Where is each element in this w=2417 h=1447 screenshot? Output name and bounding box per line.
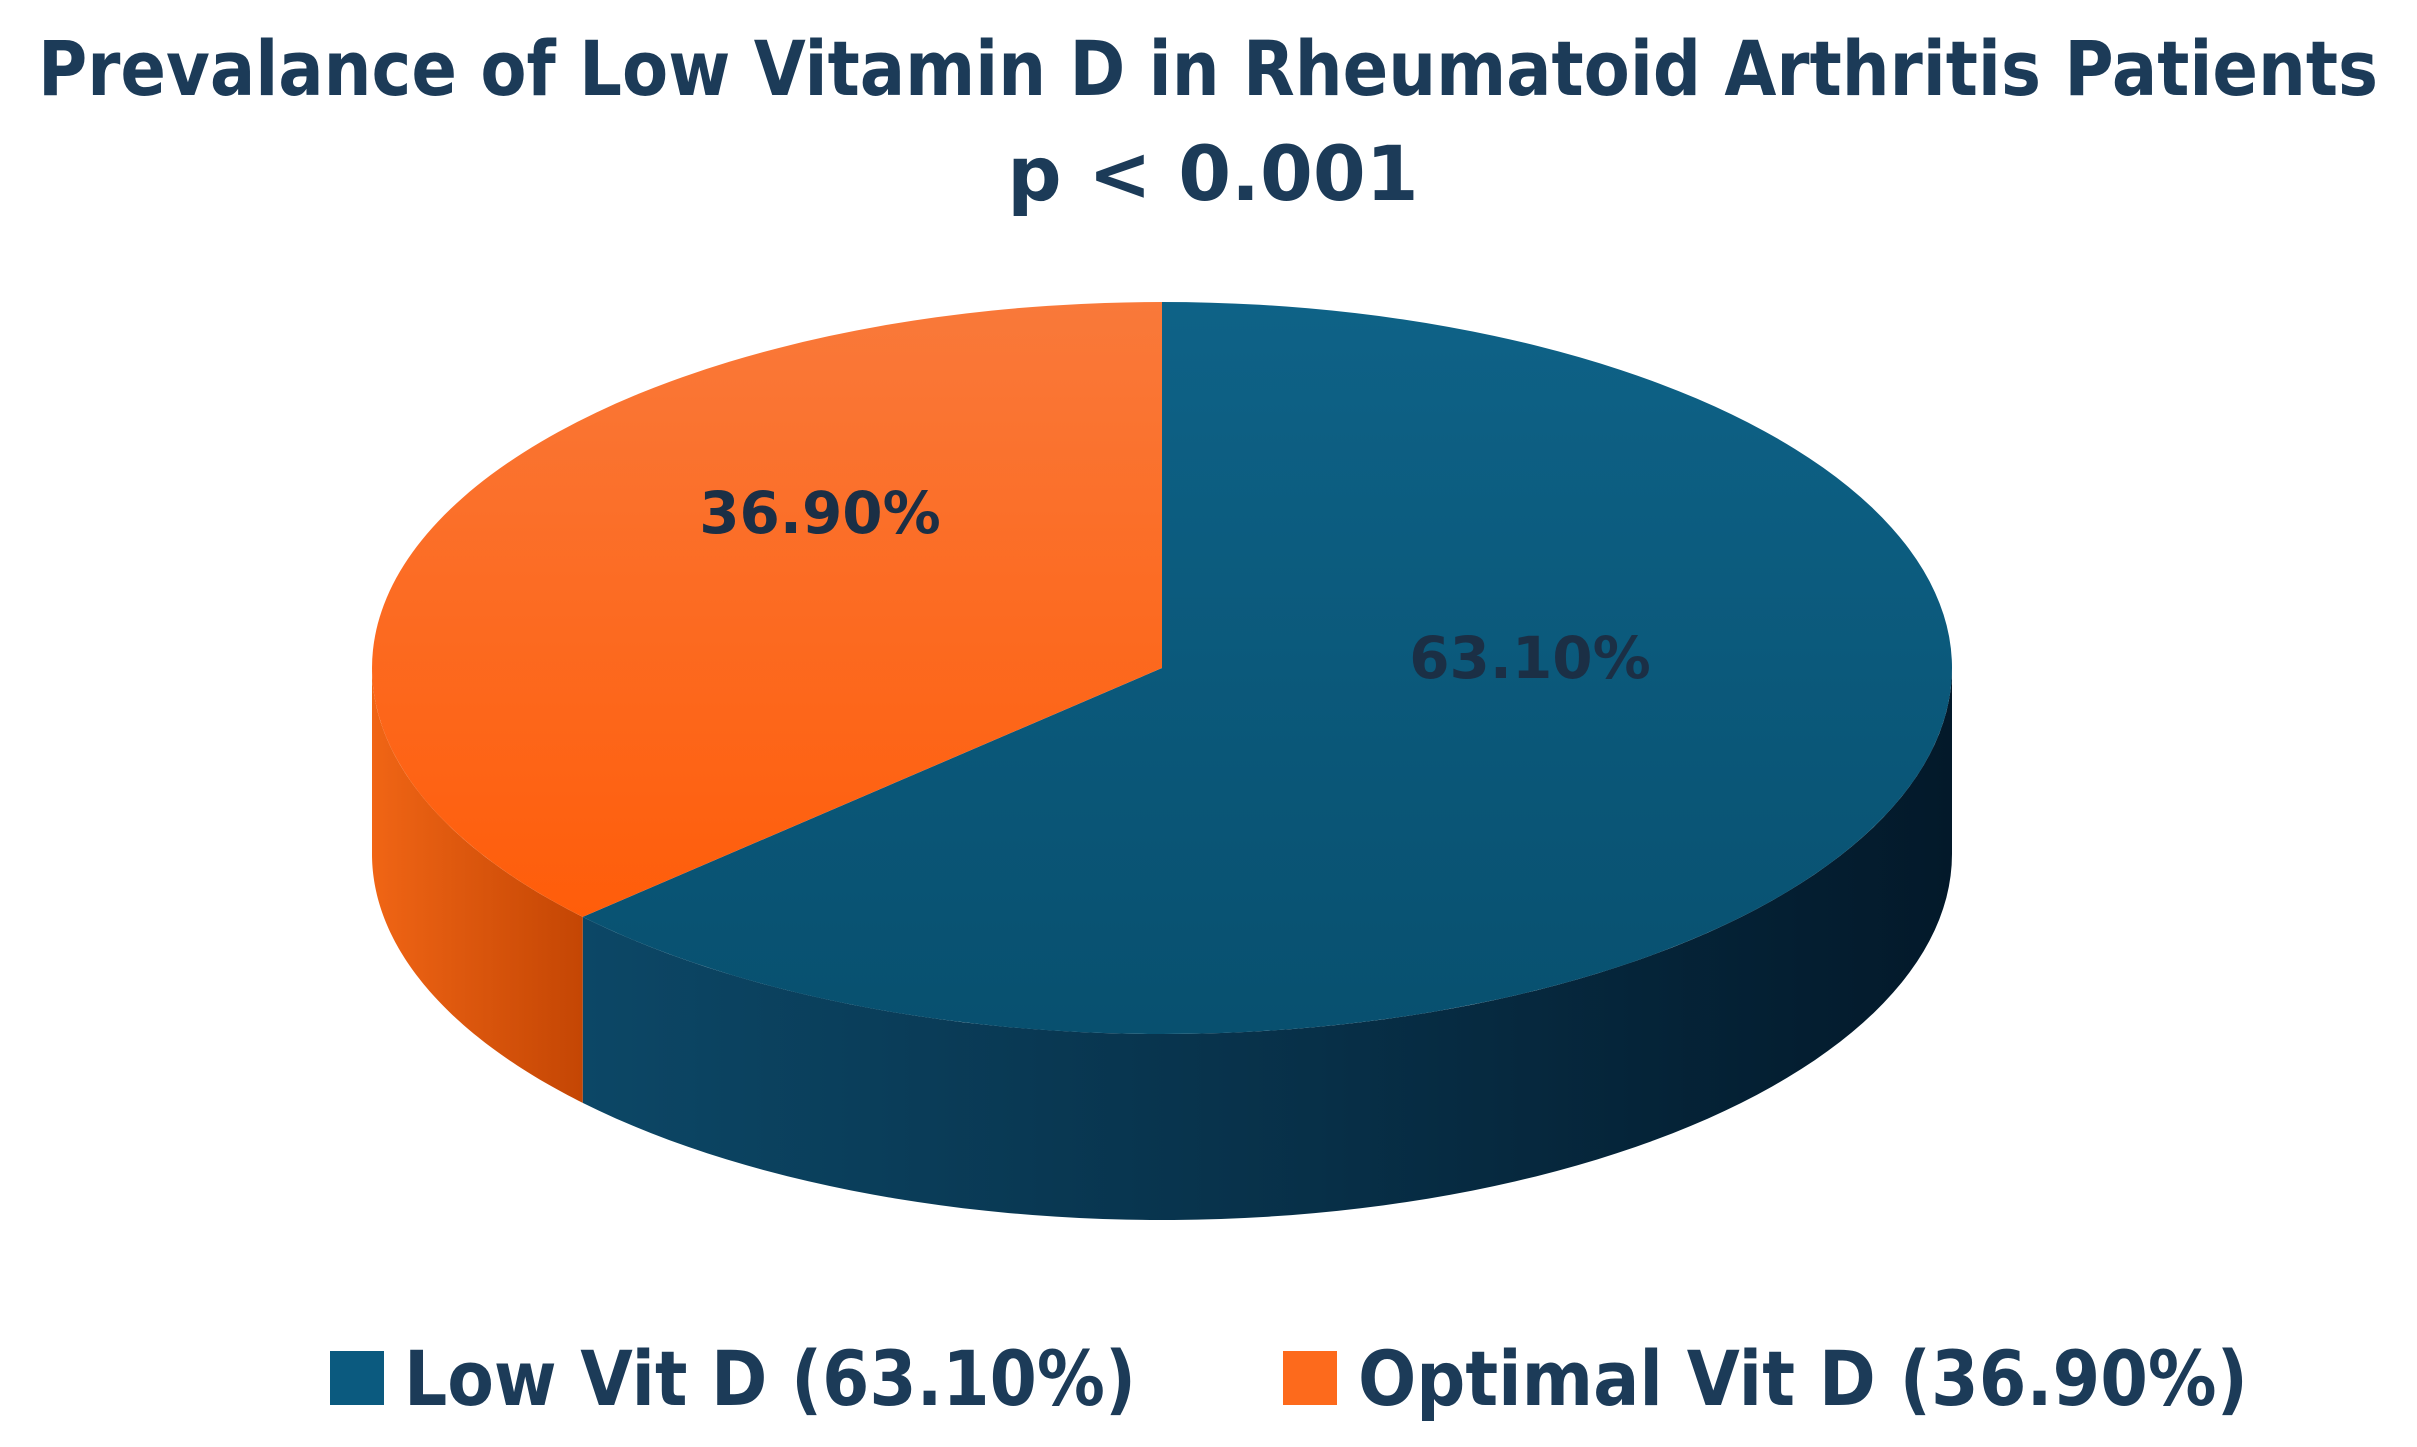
legend-label-optimal-vit-d: Optimal Vit D (36.90%) bbox=[1358, 1334, 2248, 1423]
legend-swatch-low-vit-d bbox=[330, 1351, 384, 1405]
pie-side-optimal-vit-d bbox=[372, 668, 583, 1103]
pie-slices bbox=[372, 302, 1953, 1220]
chart-title: Prevalance of Low Vitamin D in Rheumatoi… bbox=[38, 24, 2378, 113]
pie-side-low-vit-d bbox=[582, 668, 1952, 1220]
pie-slice-low-vit-d bbox=[582, 302, 1953, 1034]
data-label-low-vit-d: 63.10% bbox=[1409, 624, 1651, 692]
legend-label-low-vit-d: Low Vit D (63.10%) bbox=[404, 1334, 1136, 1423]
legend: Low Vit D (63.10%) Optimal Vit D (36.90%… bbox=[330, 1334, 2248, 1423]
pie-slice-optimal-vit-d bbox=[372, 302, 1162, 917]
data-label-optimal-vit-d: 36.90% bbox=[699, 479, 941, 547]
chart-subtitle: p < 0.001 bbox=[1007, 129, 1418, 218]
pie-data-labels: 63.10% 36.90% bbox=[699, 479, 1651, 692]
legend-swatch-optimal-vit-d bbox=[1283, 1351, 1337, 1405]
